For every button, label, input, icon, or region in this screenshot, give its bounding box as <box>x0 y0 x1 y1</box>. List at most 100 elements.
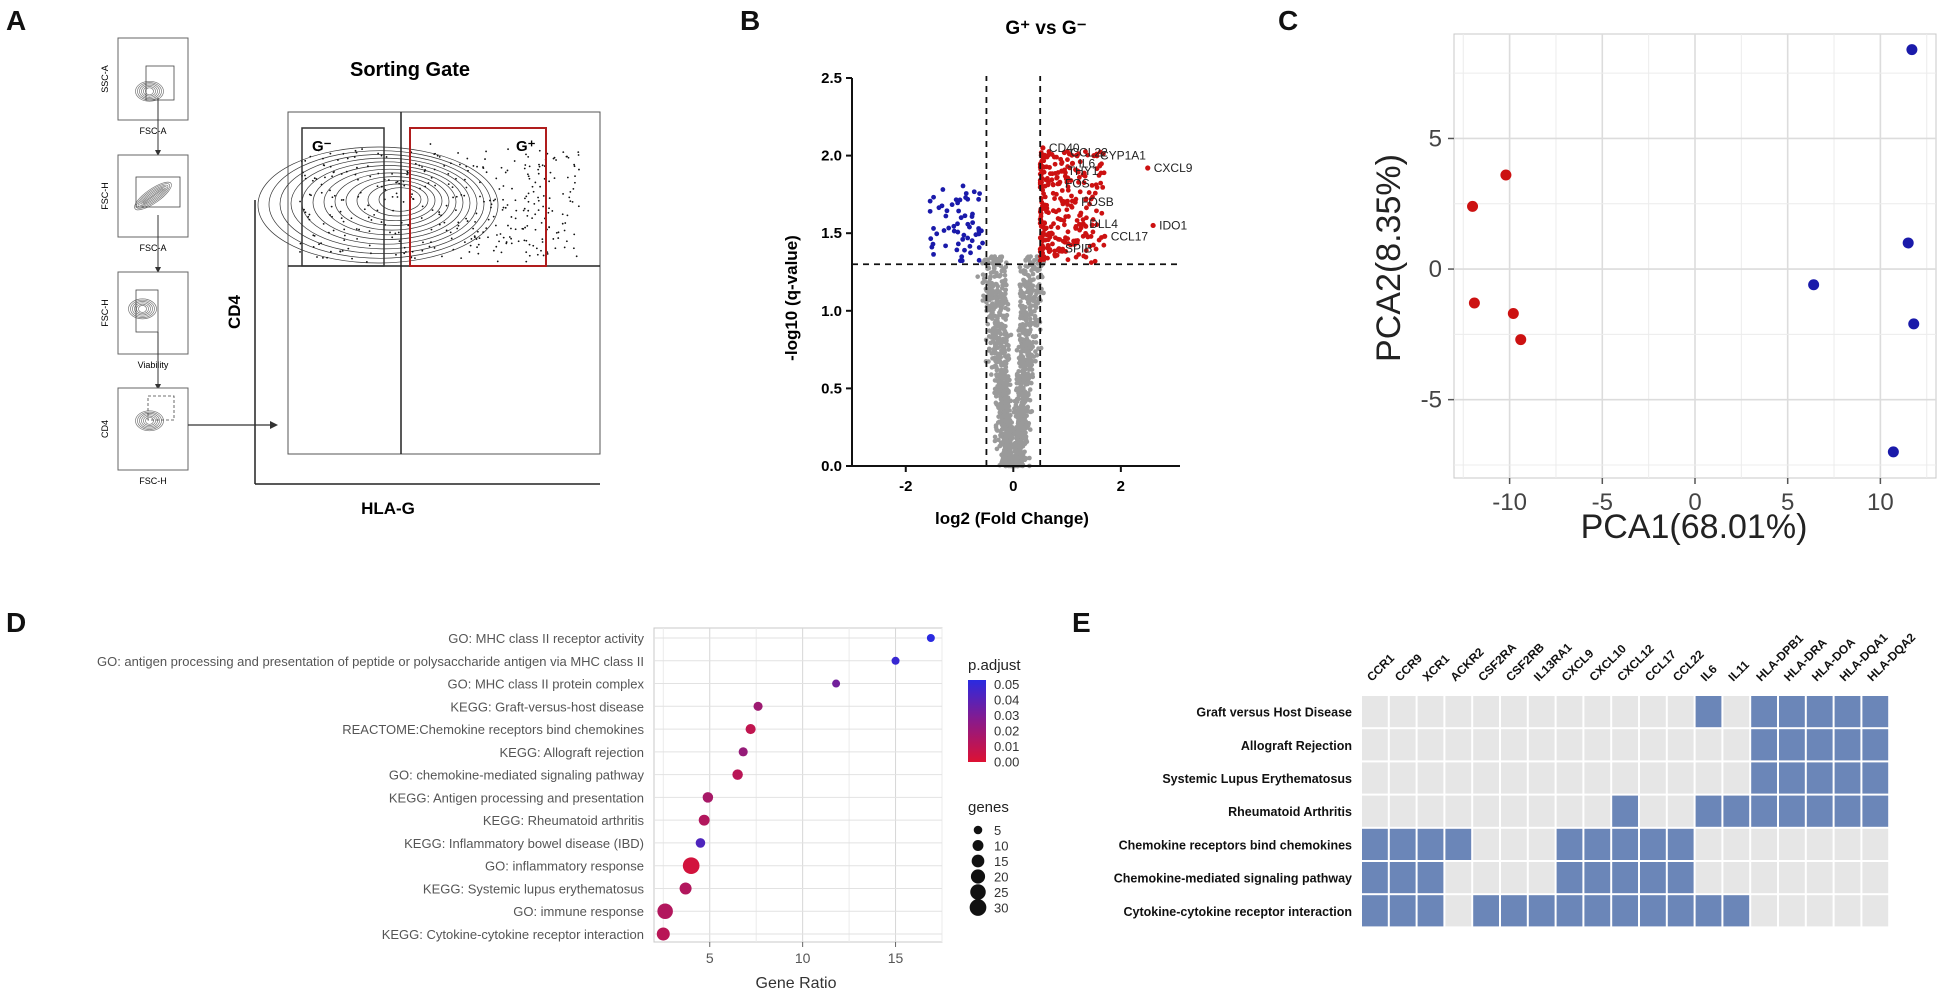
volcano-point-ns <box>1028 290 1034 296</box>
volcano-point-ns <box>1034 305 1039 310</box>
volcano-point-ns <box>1015 430 1021 435</box>
main-event-dot <box>440 214 443 217</box>
main-event-dot <box>527 175 530 178</box>
main-event-dot <box>312 246 315 248</box>
mini-contour <box>139 413 160 429</box>
volcano-point-ns <box>998 308 1003 314</box>
volcano-point-down <box>960 236 966 242</box>
volcano-point-ns <box>1004 380 1010 386</box>
heatmap-cell <box>1445 729 1472 761</box>
volcano-y-tick-label: 1.0 <box>821 303 842 320</box>
main-event-dot <box>370 219 373 221</box>
volcano-point-down <box>949 202 955 208</box>
volcano-y-tick-label: 0.0 <box>821 458 842 475</box>
main-event-dot <box>562 151 565 154</box>
heatmap-cell <box>1612 862 1638 894</box>
main-event-dot <box>419 187 421 190</box>
volcano-point-ns <box>1016 332 1022 338</box>
padj-legend-tick: 0.01 <box>994 739 1019 754</box>
volcano-point-ns <box>996 437 1001 443</box>
volcano-point-up <box>1047 234 1053 240</box>
main-event-dot <box>345 170 348 173</box>
panel-d-enrichment: GO: MHC class II receptor activity GO: an… <box>97 627 1021 992</box>
main-event-dot <box>332 229 335 232</box>
main-event-dot <box>370 252 372 255</box>
volcano-point-ns <box>1027 343 1033 349</box>
main-event-dot <box>457 221 460 224</box>
volcano-point-labeled <box>1056 246 1062 252</box>
volcano-point-up <box>1047 171 1053 177</box>
pca-x-label: PCA1(68.01%) <box>1581 508 1808 546</box>
volcano-point-up <box>1040 231 1046 237</box>
volcano-point-ns <box>1033 349 1038 354</box>
mini-y-label: FSC-H <box>100 299 110 327</box>
volcano-point-ns <box>1006 403 1012 409</box>
padj-legend-ticks: 0.050.040.030.020.010.00 <box>994 677 1019 770</box>
volcano-point-ns <box>1006 451 1012 457</box>
volcano-point-down <box>934 231 940 237</box>
pca-point <box>1468 297 1480 309</box>
main-event-dot <box>384 188 387 191</box>
volcano-point-ns <box>992 289 998 295</box>
main-event-dot <box>474 221 476 223</box>
volcano-point-up <box>1065 184 1071 190</box>
enrichment-term-label: KEGG: Inflammatory bowel disease (IBD) <box>404 836 644 851</box>
heatmap-row-label: Chemokine receptors bind chemokines <box>1119 838 1352 852</box>
main-event-dot <box>447 183 450 186</box>
main-event-dot <box>515 209 518 212</box>
volcano-point-down <box>967 243 973 249</box>
heatmap-cell <box>1556 762 1583 794</box>
main-event-dot <box>472 165 475 167</box>
volcano-point-down <box>939 203 945 209</box>
volcano-point-up <box>1057 237 1063 242</box>
main-event-dot <box>308 218 311 221</box>
volcano-point-up <box>1069 204 1075 210</box>
heatmap-cell <box>1473 729 1499 761</box>
volcano-point-down <box>967 224 972 230</box>
panel-c-pca: -10 -5 0 5 10 -5 0 5 PCA2(8.35%) PCA1(68.01%) <box>1370 33 1937 546</box>
main-event-dot <box>526 224 529 227</box>
heatmap-cell <box>1751 795 1777 827</box>
enrichment-dot <box>926 634 935 642</box>
volcano-point-ns <box>1014 410 1020 416</box>
volcano-point-ns <box>1002 369 1007 374</box>
main-event-dot <box>438 156 441 158</box>
main-event-dot <box>542 195 545 197</box>
volcano-point-ns <box>1027 312 1032 318</box>
main-event-dot <box>340 199 343 201</box>
enrichment-term-label: KEGG: Graft-versus-host disease <box>450 699 644 714</box>
volcano-point-up <box>1046 149 1052 154</box>
enrichment-x-tick-label: 10 <box>795 950 811 966</box>
heatmap-cell <box>1612 696 1638 728</box>
main-event-dot <box>557 237 560 239</box>
heatmap-cell <box>1695 862 1722 894</box>
heatmap-cell <box>1417 795 1444 827</box>
heatmap-cell <box>1473 862 1499 894</box>
main-event-dot <box>332 171 335 174</box>
main-event-dot <box>452 196 454 199</box>
volcano-point-up <box>1065 157 1070 163</box>
volcano-point-ns <box>986 334 992 339</box>
volcano-point-ns <box>1026 331 1031 337</box>
volcano-point-ns <box>991 364 997 370</box>
volcano-point-ns <box>991 349 997 355</box>
main-event-dot <box>495 177 498 180</box>
volcano-point-labeled <box>1040 145 1046 151</box>
volcano-point-ns <box>1013 443 1019 448</box>
heatmap-cell <box>1667 696 1694 728</box>
main-event-dot <box>564 222 567 224</box>
mini-contour <box>134 181 172 211</box>
heatmap-cell <box>1779 862 1805 894</box>
volcano-point-up <box>1061 218 1067 223</box>
pca-point <box>1887 446 1899 458</box>
volcano-point-ns <box>1027 316 1033 322</box>
volcano-point-ns <box>998 354 1004 360</box>
panel-label-b: B <box>740 5 760 36</box>
main-event-dot <box>429 143 432 145</box>
main-event-dot <box>312 234 315 237</box>
main-event-dot <box>380 185 383 188</box>
heatmap-cell <box>1362 828 1388 860</box>
enrichment-term-label: KEGG: Rheumatoid arthritis <box>483 813 645 828</box>
main-event-dot <box>479 195 481 198</box>
volcano-point-ns <box>1026 360 1032 366</box>
